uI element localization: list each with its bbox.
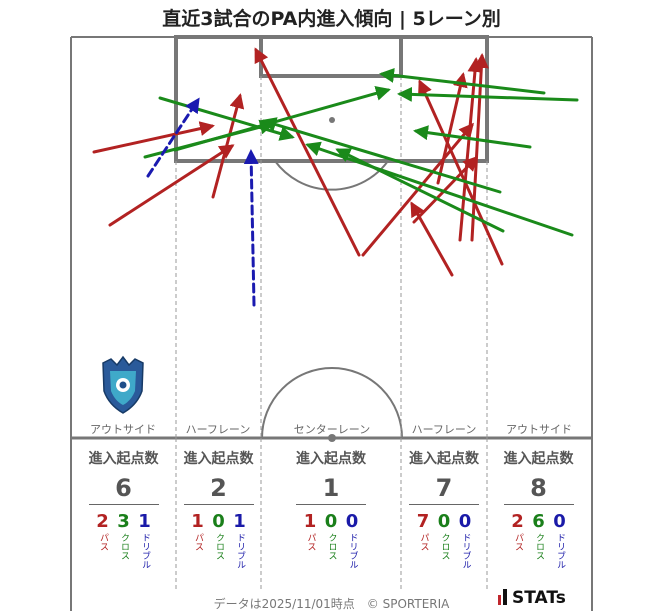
cross-arrow	[143, 119, 275, 159]
pass-count: 1	[303, 511, 317, 532]
entry-total: 6	[115, 474, 132, 502]
pass-label: パス	[193, 533, 203, 551]
pass-count: 7	[416, 511, 430, 532]
cross-arrow	[305, 141, 574, 237]
pass-arrow	[211, 93, 245, 199]
pass-count: 2	[96, 511, 109, 532]
team-crest-icon	[102, 355, 144, 414]
lane-label-center: センターレーン	[293, 423, 371, 436]
cross-label: クロス	[326, 533, 337, 560]
cross-arrow	[158, 96, 295, 141]
pass-count: 1	[191, 511, 204, 532]
cross-label: クロス	[119, 533, 129, 560]
entry-total: 2	[210, 474, 227, 502]
stats-logo-text: STATs	[512, 588, 566, 608]
summary-column-right-halfspace: 進入起点数 7 7 パス 0 クロス 0 ドリブル	[401, 448, 487, 569]
dribble-count: 0	[553, 511, 566, 532]
pass-label: パス	[513, 533, 523, 551]
cross-label: クロス	[534, 533, 544, 560]
pass-arrow	[436, 72, 468, 185]
pitch-lines	[70, 35, 593, 611]
center-circle	[261, 367, 403, 439]
entry-count-label: 進入起点数	[296, 451, 366, 467]
center-spot	[328, 434, 336, 442]
lane-label-right-halfspace: ハーフレーン	[411, 423, 477, 436]
summary-column-left-outside: 進入起点数 6 2 パス 3 クロス 1 ドリブル	[73, 448, 174, 569]
cross-count: 3	[117, 511, 130, 532]
pass-arrow	[92, 121, 215, 154]
cross-arrow	[261, 117, 502, 194]
lane-label-left-halfspace: ハーフレーン	[185, 423, 251, 436]
entry-count-label: 進入起点数	[183, 451, 254, 467]
pass-label: パス	[305, 533, 316, 551]
summary-column-right-outside: 進入起点数 8 2 パス 6 クロス 0 ドリブル	[487, 448, 590, 569]
goal-area	[259, 35, 403, 78]
pass-count: 2	[511, 511, 524, 532]
dribble-label: ドリブル	[460, 533, 471, 569]
cross-arrow	[397, 86, 579, 102]
dribble-arrow	[146, 97, 200, 178]
chart-title: 直近3試合のPA内進入傾向 | 5レーン別	[162, 8, 501, 30]
stats-logo-icon: STATs	[498, 588, 566, 608]
cross-label: クロス	[439, 533, 450, 560]
summary-column-center: 進入起点数 1 1 パス 0 クロス 0 ドリブル	[261, 448, 401, 569]
dribble-count: 0	[345, 511, 359, 532]
data-footer: データは2025/11/01時点 © SPORTERIA	[213, 597, 450, 611]
dribble-count: 0	[458, 511, 472, 532]
pass-arrow	[108, 144, 235, 227]
entry-total: 7	[435, 474, 453, 502]
summary-column-left-halfspace: 進入起点数 2 1 パス 0 クロス 1 ドリブル	[176, 448, 261, 569]
penalty-spot	[329, 117, 335, 123]
dribble-count: 1	[138, 511, 151, 532]
pass-arrow	[418, 79, 504, 266]
dribble-label: ドリブル	[235, 533, 245, 569]
entry-total: 8	[530, 474, 547, 502]
lane-label-right-outside: アウトサイド	[506, 423, 572, 436]
cross-count: 0	[324, 511, 338, 532]
dribble-label: ドリブル	[347, 533, 358, 569]
cross-arrow	[413, 125, 532, 149]
pass-label: パス	[418, 533, 429, 551]
pass-arrow	[410, 201, 454, 277]
cross-count: 0	[437, 511, 451, 532]
cross-label: クロス	[214, 533, 224, 560]
penalty-arc	[274, 160, 389, 191]
dribble-arrow	[243, 149, 259, 307]
dribble-count: 1	[233, 511, 246, 532]
entry-count-label: 進入起点数	[88, 451, 159, 467]
dribble-label: ドリブル	[140, 533, 150, 569]
entry-count-label: 進入起点数	[503, 451, 574, 467]
entry-arrows	[92, 47, 579, 307]
cross-arrow	[379, 67, 546, 95]
pass-label: パス	[98, 533, 108, 551]
entry-total: 1	[322, 474, 340, 502]
cross-count: 6	[532, 511, 545, 532]
entry-count-label: 進入起点数	[409, 451, 479, 467]
lane-dividers	[175, 76, 488, 590]
cross-count: 0	[212, 511, 225, 532]
dribble-label: ドリブル	[555, 533, 565, 569]
lane-label-left-outside: アウトサイド	[90, 423, 156, 436]
